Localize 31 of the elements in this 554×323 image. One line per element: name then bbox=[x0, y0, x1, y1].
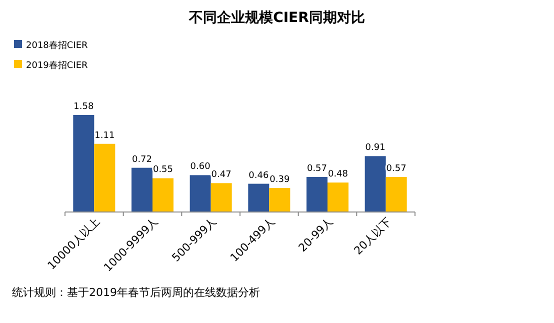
x-tick-label: 20人以下 bbox=[352, 214, 394, 258]
bar bbox=[269, 188, 290, 212]
bar bbox=[364, 156, 386, 212]
legend-label: 2019春招CIER bbox=[26, 60, 88, 71]
legend-label: 2018春招CIER bbox=[26, 40, 88, 51]
text: 统计规则：基于2019年春节后两周的在线数据分析 bbox=[12, 286, 260, 299]
legend-item: 2019春招CIER bbox=[14, 60, 88, 71]
data-label: 0.91 bbox=[365, 143, 386, 154]
data-label: 1.11 bbox=[94, 130, 115, 141]
bar bbox=[190, 175, 211, 212]
legend-item: 2018春招CIER bbox=[14, 40, 88, 51]
bar bbox=[132, 168, 152, 212]
data-label: 0.48 bbox=[328, 170, 348, 180]
bar bbox=[94, 144, 116, 212]
chart-title: 不同企业规模CIER同期对比 bbox=[188, 10, 365, 26]
data-label: 0.46 bbox=[248, 170, 269, 181]
data-label: 0.39 bbox=[270, 175, 290, 186]
data-label: 0.57 bbox=[386, 164, 406, 174]
data-label: 0.60 bbox=[190, 162, 211, 172]
data-label: 0.47 bbox=[211, 170, 232, 180]
data-label: 0.55 bbox=[152, 165, 174, 176]
bar bbox=[210, 183, 232, 212]
data-label: 1.58 bbox=[74, 102, 94, 112]
bar bbox=[386, 177, 407, 212]
bar bbox=[306, 177, 328, 212]
bar bbox=[248, 184, 270, 212]
data-label: 0.72 bbox=[132, 154, 152, 165]
bar bbox=[328, 182, 348, 212]
data-label: 0.57 bbox=[306, 164, 328, 174]
bar bbox=[73, 115, 94, 212]
bar bbox=[152, 178, 174, 212]
